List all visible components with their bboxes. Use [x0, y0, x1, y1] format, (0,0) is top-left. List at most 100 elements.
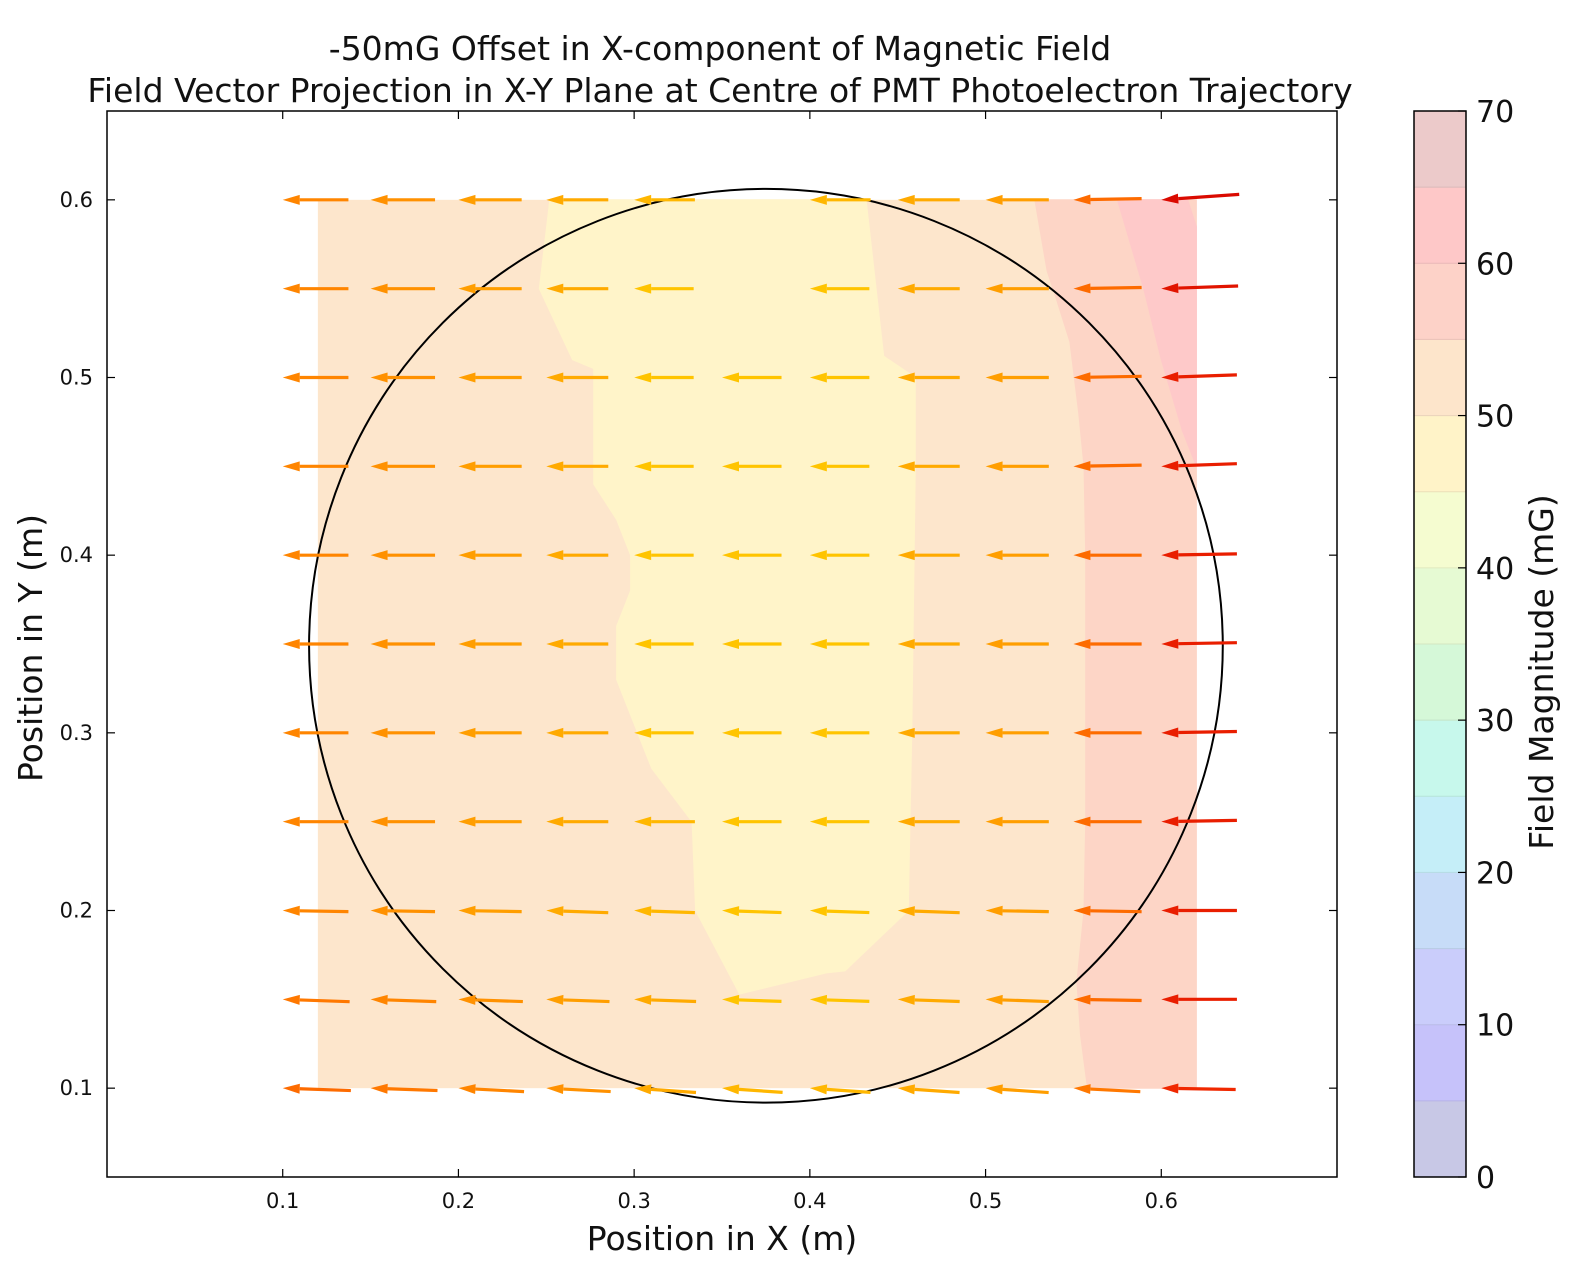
vector-arrow — [634, 461, 694, 472]
colorbar-tick-label: 20 — [1476, 856, 1514, 891]
vector-arrow-shaft — [387, 909, 436, 914]
colorbar-level-swatch — [1414, 263, 1466, 340]
vector-arrow — [1161, 816, 1237, 827]
vector-arrow-head — [458, 816, 476, 827]
vector-arrow-head — [985, 461, 1003, 472]
vector-arrow — [458, 550, 522, 561]
vector-arrow — [458, 994, 523, 1005]
vector-arrow — [985, 639, 1049, 649]
vector-arrow — [282, 905, 349, 916]
colorbar: 0 10 20 30 40 50 60 70 — [1413, 95, 1514, 1196]
vector-arrow — [1073, 194, 1142, 205]
vector-arrow — [370, 550, 436, 561]
vector-arrow-head — [282, 994, 300, 1005]
vector-arrow — [1161, 638, 1237, 649]
vector-arrow-head — [1073, 550, 1091, 561]
vector-arrow — [985, 1084, 1049, 1095]
vector-arrow-head — [809, 194, 827, 205]
vector-arrow-head — [282, 1083, 300, 1094]
vector-arrow — [370, 194, 436, 205]
vector-arrow — [282, 550, 349, 561]
vector-arrow — [282, 372, 349, 383]
vector-arrow-head — [370, 727, 388, 738]
colorbar-level-swatch — [1414, 187, 1466, 264]
vector-arrow-head — [985, 194, 1003, 205]
vector-arrow-head — [370, 372, 388, 383]
colorbar-level-swatch — [1414, 720, 1466, 797]
colorbar-tick-label: 0 — [1476, 1161, 1495, 1196]
vector-arrow — [897, 372, 960, 383]
vector-arrow-head — [722, 1084, 740, 1095]
vector-arrow-shaft — [1178, 462, 1237, 468]
vector-arrow — [1073, 283, 1142, 294]
vector-arrow-head — [370, 994, 388, 1005]
vector-arrow — [634, 816, 695, 827]
vector-arrow-head — [458, 194, 476, 205]
vector-arrow-head — [809, 461, 827, 472]
vector-arrow — [458, 639, 522, 649]
vector-arrow — [546, 906, 609, 917]
vector-arrow-head — [370, 816, 388, 827]
vector-arrow-head — [458, 550, 476, 561]
vector-arrow-shaft — [1090, 998, 1142, 1003]
vector-arrow-shaft — [1178, 641, 1237, 646]
vector-arrow-head — [809, 727, 827, 738]
vector-arrow-shaft — [299, 998, 350, 1004]
vector-arrow — [985, 283, 1049, 294]
vector-arrow-shaft — [1090, 463, 1142, 468]
vector-arrow-head — [897, 1084, 916, 1095]
vector-arrow-head — [1073, 194, 1091, 205]
vector-arrow — [370, 283, 436, 294]
vector-arrow — [1161, 371, 1237, 382]
vector-arrow-head — [1073, 816, 1091, 827]
vector-arrow — [634, 1084, 697, 1095]
vector-arrow-head — [370, 550, 388, 561]
vector-arrow-head — [1161, 193, 1179, 204]
vector-arrow-head — [282, 639, 300, 649]
vector-arrow — [985, 372, 1049, 383]
vector-arrow — [985, 905, 1049, 916]
plot-frame — [106, 110, 1338, 1178]
vector-arrow — [546, 1084, 611, 1095]
vector-arrow-head — [722, 372, 739, 383]
vector-arrow-head — [722, 639, 739, 649]
vector-arrow-head — [985, 994, 1003, 1005]
vector-arrow — [1161, 549, 1237, 560]
vector-arrow — [722, 816, 782, 827]
vector-arrow-head — [634, 1084, 652, 1095]
vector-arrow-head — [1073, 905, 1091, 916]
vector-arrow — [634, 727, 694, 738]
vector-arrow-head — [546, 461, 564, 472]
colorbar-level-swatch — [1414, 796, 1466, 873]
vector-arrow-head — [282, 550, 300, 561]
vector-arrow-head — [634, 461, 652, 472]
vector-arrow-head — [722, 994, 740, 1005]
vector-arrow — [722, 550, 782, 561]
vector-arrow-shaft — [914, 909, 960, 915]
vector-arrow — [458, 816, 522, 827]
vector-arrow — [634, 906, 695, 917]
colorbar-tick-label: 70 — [1476, 95, 1514, 130]
vector-arrow — [985, 816, 1049, 827]
vector-arrow-head — [809, 372, 827, 383]
vector-arrow-head — [985, 372, 1003, 383]
vector-arrow-shaft — [475, 998, 523, 1004]
chart-subtitle: Field Vector Projection in X-Y Plane at … — [87, 71, 1352, 110]
colorbar-level-swatch — [1414, 1024, 1466, 1102]
vector-arrow-head — [458, 727, 476, 738]
vector-arrow — [370, 816, 436, 827]
vector-arrow — [370, 994, 437, 1005]
vector-arrow-head — [546, 816, 564, 827]
vector-arrow-shaft — [1090, 285, 1142, 290]
vector-arrow-head — [282, 816, 300, 827]
vector-arrow — [985, 194, 1049, 205]
y-axis-label: Position in Y (m) — [11, 514, 50, 782]
vector-arrow — [634, 639, 694, 649]
vector-arrow-head — [1073, 639, 1091, 649]
vector-arrow-head — [634, 550, 652, 561]
vector-arrow-head — [370, 905, 388, 916]
vector-arrow — [809, 194, 871, 205]
vector-arrow — [809, 727, 870, 738]
vector-arrow — [1073, 372, 1142, 383]
vector-arrow-shaft — [475, 909, 522, 914]
